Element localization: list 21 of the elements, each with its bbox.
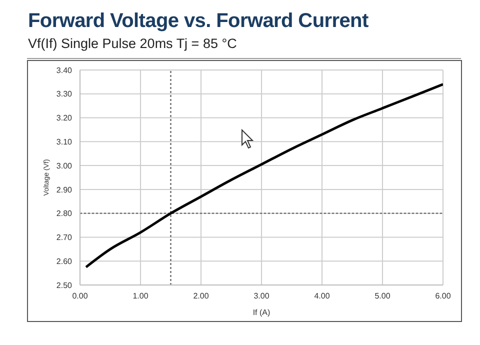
y-tick-label: 2.70	[56, 233, 73, 242]
x-tick-label: 0.00	[72, 292, 88, 301]
y-tick-label: 3.40	[56, 66, 73, 75]
y-tick-label: 2.50	[56, 280, 73, 290]
y-tick-label: 3.10	[56, 138, 73, 147]
line-series	[84, 83, 443, 268]
x-tick-label: 1.00	[132, 292, 149, 301]
y-tick-label: 3.00	[56, 161, 73, 170]
x-tick-label: 4.00	[314, 292, 330, 301]
y-tick-label: 2.60	[56, 256, 73, 266]
x-tick-label: 5.00	[374, 292, 391, 301]
y-tick-label: 2.80	[56, 209, 73, 218]
x-tick-label: 3.00	[254, 292, 270, 301]
y-tick-label: 3.20	[56, 114, 73, 123]
chart-title: Forward Voltage vs. Forward Current	[28, 10, 368, 33]
y-tick-label: 3.30	[56, 90, 73, 99]
x-tick-label: 6.00	[435, 292, 452, 301]
x-tick-label: 2.00	[193, 292, 210, 301]
x-axis-title: If (A)	[252, 308, 270, 317]
y-tick-label: 2.90	[56, 185, 73, 194]
chart-subtitle: Vf(If) Single Pulse 20ms Tj = 85 °C	[28, 36, 237, 51]
